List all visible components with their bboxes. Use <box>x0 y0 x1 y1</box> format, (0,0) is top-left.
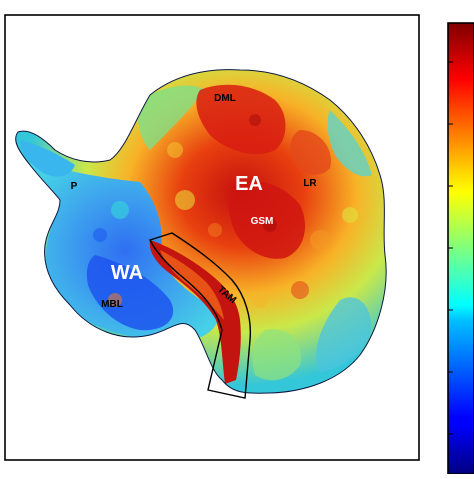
label-gsm: GSM <box>251 216 274 227</box>
colorbar <box>447 22 474 475</box>
label-p: P <box>71 181 78 192</box>
colorbar-ticks <box>448 61 453 435</box>
label-ea: EA <box>235 173 263 195</box>
label-dml: DML <box>214 93 236 104</box>
tam-outline <box>149 232 252 399</box>
label-mbl: MBL <box>101 299 123 310</box>
label-lr: LR <box>303 178 317 189</box>
coastline <box>15 69 387 394</box>
label-wa: WA <box>111 262 143 284</box>
